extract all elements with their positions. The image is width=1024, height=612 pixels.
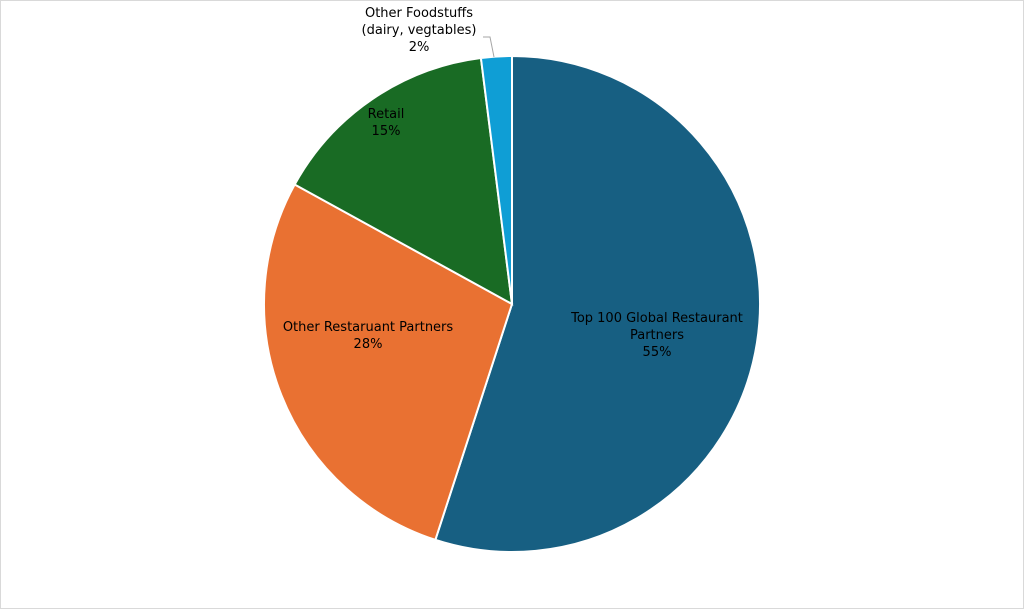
slice-percent-label: 2% <box>409 40 430 55</box>
slice-label: Other Restaruant Partners <box>283 320 454 335</box>
pie-slice <box>479 54 513 305</box>
slice-label: Top 100 Global Restaurant <box>570 311 743 326</box>
slice-label: Partners <box>630 328 684 343</box>
pie-slice <box>293 56 514 306</box>
slice-percent-label: 28% <box>354 337 383 352</box>
slice-label: Retail <box>368 107 405 122</box>
pie-slice <box>434 54 761 553</box>
slice-percent-label: 15% <box>372 124 401 139</box>
slice-label: Other Foodstuffs <box>365 6 473 21</box>
slice-label: (dairy, vegtables) <box>362 23 477 38</box>
leader-line <box>483 36 495 58</box>
pie-slice <box>263 183 514 542</box>
slice-percent-label: 55% <box>643 345 672 360</box>
